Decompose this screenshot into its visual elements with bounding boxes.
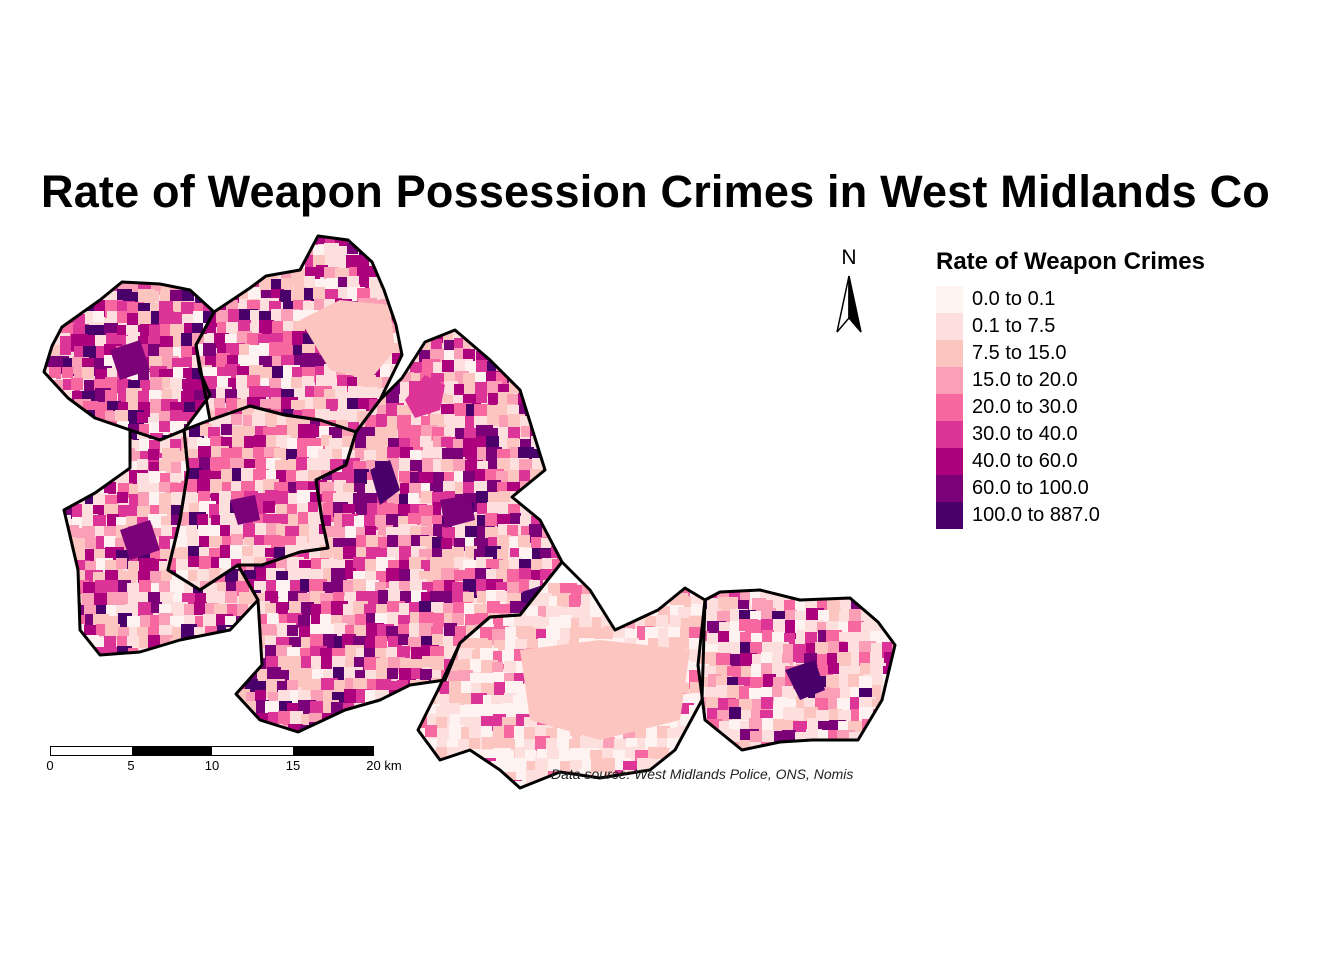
legend-swatch [936,475,963,502]
legend-item: 20.0 to 30.0 [936,394,1205,421]
north-letter: N [841,246,857,269]
legend-item: 30.0 to 40.0 [936,421,1205,448]
legend-label: 0.0 to 0.1 [972,288,1056,310]
legend-label: 20.0 to 30.0 [972,396,1078,418]
legend-item: 0.0 to 0.1 [936,286,1205,313]
legend-label: 15.0 to 20.0 [972,369,1078,391]
scale-tick-label: 5 [127,758,135,773]
legend-swatch [936,421,963,448]
legend-item: 40.0 to 60.0 [936,448,1205,475]
legend-item: 100.0 to 887.0 [936,502,1205,529]
legend-swatch [936,502,963,529]
scale-bar: 0 5 10 15 20 km [46,746,402,774]
north-arrow: N [829,246,869,341]
scale-tick-label: 20 km [366,758,402,773]
scale-bar-graphic [50,746,374,756]
legend-swatch [936,340,963,367]
scale-tick-label: 10 [204,758,220,773]
legend-swatch [936,448,963,475]
legend-swatch [936,367,963,394]
legend-classes: 0.0 to 0.1 0.1 to 7.5 7.5 to 15.0 15.0 to 2… [936,286,1205,529]
legend-label: 30.0 to 40.0 [972,423,1078,445]
legend-swatch [936,286,963,313]
legend-label: 60.0 to 100.0 [972,477,1089,499]
legend-label: 0.1 to 7.5 [972,315,1056,337]
legend-swatch [936,394,963,421]
legend-swatch [936,313,963,340]
legend-item: 60.0 to 100.0 [936,475,1205,502]
scale-tick-label: 15 [285,758,301,773]
north-arrow-icon [836,275,862,333]
legend-item: 15.0 to 20.0 [936,367,1205,394]
legend-item: 0.1 to 7.5 [936,313,1205,340]
scale-bar-labels: 0 5 10 15 20 km [46,756,401,774]
legend-title: Rate of Weapon Crimes [936,248,1205,275]
legend-label: 40.0 to 60.0 [972,450,1078,472]
legend-label: 7.5 to 15.0 [972,342,1067,364]
map-title: Rate of Weapon Possession Crimes in West… [41,166,1270,217]
legend-item: 7.5 to 15.0 [936,340,1205,367]
data-source-caption: Data source: West Midlands Police, ONS, … [551,766,854,782]
legend-label: 100.0 to 887.0 [972,504,1100,526]
scale-tick-label: 0 [46,758,54,773]
legend: Rate of Weapon Crimes 0.0 to 0.1 0.1 to 7… [936,248,1205,529]
